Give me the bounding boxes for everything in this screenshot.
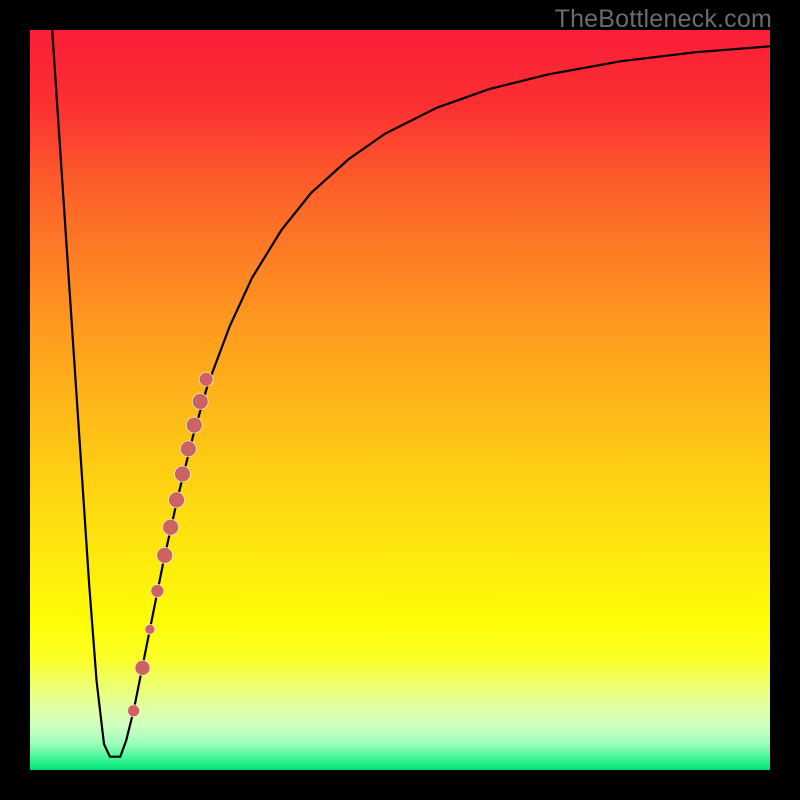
data-marker [163,519,179,535]
data-marker [186,417,202,433]
data-marker [174,466,190,482]
data-marker [169,492,185,508]
data-marker [192,393,208,409]
data-marker [199,372,213,386]
plot-background [30,30,770,770]
chart-svg [0,0,800,800]
data-marker [145,624,155,634]
data-marker [135,660,150,675]
chart-container: TheBottleneck.com [0,0,800,800]
data-marker [180,441,196,457]
data-marker [157,547,173,563]
data-marker [151,584,164,597]
data-marker [128,705,140,717]
